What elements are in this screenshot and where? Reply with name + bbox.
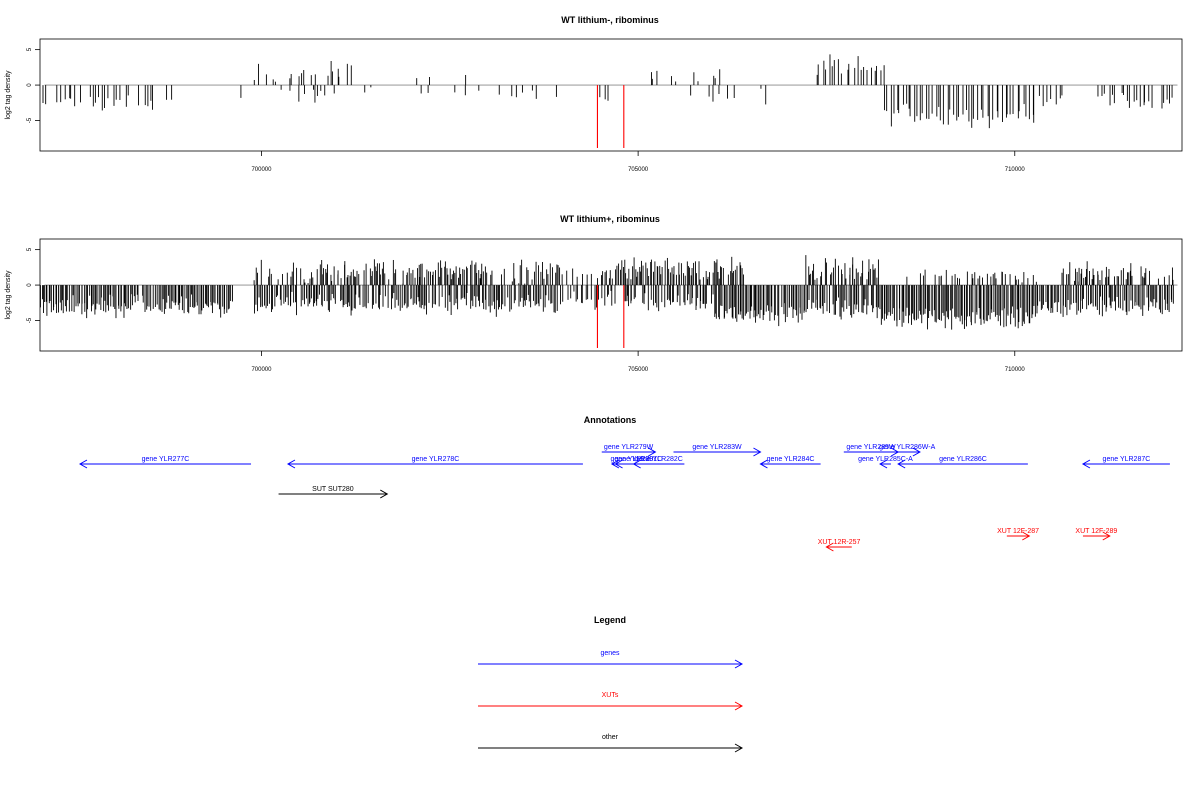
panel-1-frame [39, 38, 1183, 152]
legend-arrowhead [734, 659, 744, 669]
feature: gene YLR286C [897, 456, 1028, 469]
feature-label: gene YLR284C [767, 456, 815, 463]
feature: gene YLR287C [1081, 456, 1170, 469]
feature-label: gene YLR286C [939, 456, 987, 463]
feature-label: XUT 12F-287 [997, 528, 1039, 535]
feature: gene YLR278C [286, 456, 583, 469]
legend-arrowhead [734, 701, 744, 711]
legend-arrowhead [734, 743, 744, 753]
x-tick-label: 705000 [628, 367, 649, 373]
feature: XUT 12R-257 [818, 539, 861, 552]
panel-2-x-axis: 700000 705000 710000 [251, 351, 1025, 373]
legend: genes XUTs other [478, 650, 744, 753]
panel-2-y-label: log2 tag density [5, 270, 12, 320]
arrowhead [879, 459, 888, 469]
x-tick-label: 710000 [1005, 367, 1026, 373]
feature: XUT 12F-289 [1075, 528, 1117, 541]
feature: gene YLR286W-A [879, 444, 936, 457]
feature-label: gene YLR283W [692, 444, 742, 451]
y-tick-label: 5 [27, 247, 33, 251]
y-tick-label: 0 [27, 83, 33, 87]
feature-label: gene YLR285W [846, 444, 896, 451]
panel-2-y-axis: 5 0 -5 [27, 247, 40, 323]
panel-1-y-axis: 5 0 -5 [27, 47, 40, 123]
feature-label: XUT 12R-257 [818, 539, 861, 546]
feature-label: gene YLR287C [1103, 456, 1151, 463]
x-tick-label: 700000 [251, 167, 272, 173]
arrowhead [286, 459, 296, 469]
legend-label: XUTs [602, 692, 619, 699]
arrowhead [759, 459, 768, 469]
annotation-track: gene YLR277C gene YLR278C gene YLR279W gene… [78, 444, 1170, 552]
arrowhead [825, 542, 834, 552]
panel-1-y-label: log2 tag density [5, 70, 12, 120]
feature-label: gene YLR285C-A [858, 456, 913, 463]
feature-label: gene YLR277C [142, 456, 190, 463]
feature: gene YLR285C-A [858, 456, 913, 469]
x-tick-label: 710000 [1005, 167, 1026, 173]
legend-item: XUTs [478, 692, 744, 711]
feature: XUT 12F-287 [997, 528, 1039, 541]
feature-label: gene YLR280 [610, 456, 653, 463]
arrowhead [610, 459, 620, 469]
legend-label: genes [600, 650, 620, 657]
arrowhead [614, 459, 623, 469]
arrowhead [1081, 459, 1091, 469]
arrowhead [897, 459, 906, 469]
arrowhead [648, 447, 657, 457]
panel-2-signal [40, 255, 1178, 348]
feature-label: SUT SUT280 [312, 486, 354, 493]
panel-1-title: WT lithium-, ribominus [561, 15, 659, 25]
feature-label: gene YLR281C [614, 456, 662, 463]
arrowhead [912, 447, 921, 457]
arrowhead [78, 459, 88, 469]
y-tick-label: 0 [27, 283, 33, 287]
arrowhead [753, 447, 762, 457]
panel-1-signal [42, 54, 1178, 148]
arrowhead [1102, 531, 1111, 541]
x-tick-label: 700000 [251, 367, 272, 373]
legend-label: other [602, 734, 619, 741]
panel-2-frame [39, 238, 1183, 352]
feature-label: gene YLR286W-A [879, 444, 935, 451]
feature: gene YLR279W [601, 444, 657, 457]
y-tick-label: -5 [27, 117, 33, 123]
feature: gene YLR283W [673, 444, 762, 457]
y-tick-label: -5 [27, 317, 33, 323]
feature-label: XUT 12F-289 [1075, 528, 1117, 535]
legend-item: genes [478, 650, 744, 669]
x-tick-label: 705000 [628, 167, 649, 173]
feature-label: gene YLR278C [412, 456, 460, 463]
y-tick-label: 5 [27, 47, 33, 51]
arrowhead [380, 489, 389, 499]
legend-title: Legend [594, 615, 626, 625]
arrowhead [632, 459, 641, 469]
feature-label: gene YLR279W [604, 444, 654, 451]
annotations-title: Annotations [584, 415, 637, 425]
legend-item: other [478, 734, 744, 753]
panel-2-title: WT lithium+, ribominus [560, 214, 660, 224]
feature: SUT SUT280 [278, 486, 389, 499]
feature: gene YLR284C [759, 456, 821, 469]
arrowhead [1022, 531, 1031, 541]
feature: gene YLR277C [78, 456, 252, 469]
feature-label: gene YLR282C [635, 456, 683, 463]
feature: gene YLR282C [632, 456, 685, 469]
panel-1-x-axis: 700000 705000 710000 [251, 151, 1025, 173]
